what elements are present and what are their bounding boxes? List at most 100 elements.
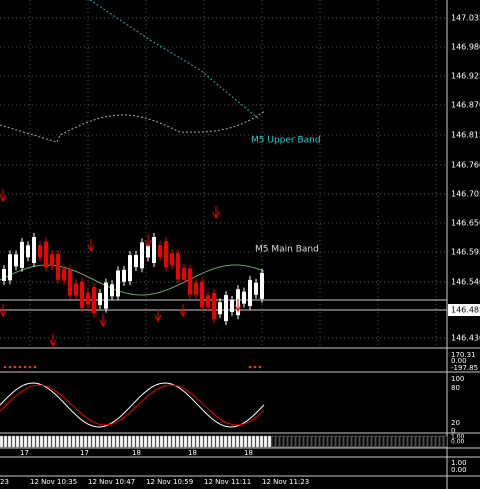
candle (248, 279, 252, 306)
price-label: 146.760 (451, 161, 480, 170)
dot (188, 365, 192, 369)
dot (163, 365, 167, 369)
candle (8, 254, 12, 281)
bar-cell (187, 435, 192, 448)
time-label: 12 Nov 10:59 (146, 478, 193, 486)
bar-cell (319, 435, 324, 448)
dot (208, 365, 212, 369)
dot (168, 365, 172, 369)
bar-cell (143, 435, 148, 448)
candle (92, 286, 96, 313)
dot (13, 365, 17, 369)
dot (68, 365, 72, 369)
bar-cell (243, 435, 248, 448)
bar-cell (95, 435, 100, 448)
bar-cell (399, 435, 404, 448)
candle (104, 282, 108, 309)
candle (62, 268, 66, 281)
bar-cell (375, 435, 380, 448)
dot (123, 365, 127, 369)
price-label: 146.980 (451, 43, 480, 52)
bar-cell (3, 435, 8, 448)
dot (213, 365, 217, 369)
bar-cell (271, 435, 276, 448)
dot (73, 365, 77, 369)
bars-label: 0.00 (451, 439, 465, 446)
bar-cell (371, 435, 376, 448)
candle (14, 254, 18, 267)
bar-cell (339, 435, 344, 448)
candle (152, 237, 156, 264)
bar-cell (103, 435, 108, 448)
bar-cell (115, 435, 120, 448)
bar-cell (299, 435, 304, 448)
bar-cell (331, 435, 336, 448)
candle (218, 302, 222, 315)
bar-cell (355, 435, 360, 448)
candle (50, 254, 54, 267)
dot (118, 365, 122, 369)
bar-cell (443, 435, 448, 448)
bar-cell (431, 435, 436, 448)
current-price-box (448, 304, 480, 316)
bar-cell (235, 435, 240, 448)
bar-cell (91, 435, 96, 448)
candle (212, 292, 216, 319)
dot (238, 365, 242, 369)
candle (200, 281, 204, 308)
candle (188, 268, 192, 295)
time-label: 23 (0, 478, 9, 486)
bar-cell (327, 435, 332, 448)
candle (44, 241, 48, 268)
bar-cell (279, 435, 284, 448)
candle (230, 299, 234, 312)
dot (83, 365, 87, 369)
bar-cell (99, 435, 104, 448)
candle (26, 245, 30, 258)
price-label: 147.035 (451, 14, 480, 23)
bar-cell (435, 435, 440, 448)
candle (38, 245, 42, 258)
candle (134, 255, 138, 268)
price-label: 146.650 (451, 219, 480, 228)
arrow (144, 234, 152, 248)
bar-cell (119, 435, 124, 448)
bar-cell (163, 435, 168, 448)
dot (93, 365, 97, 369)
bar-cell (223, 435, 228, 448)
bar-cell (147, 435, 152, 448)
bar-cell (439, 435, 444, 448)
dot (233, 365, 237, 369)
bar-cell (323, 435, 328, 448)
price-label: 146.595 (451, 248, 480, 257)
dot (33, 365, 37, 369)
dot (43, 365, 47, 369)
bar-cell (307, 435, 312, 448)
bar-cell (83, 435, 88, 448)
dot (223, 365, 227, 369)
candle (242, 291, 246, 304)
price-label: 146.870 (451, 101, 480, 110)
bar-cell (247, 435, 252, 448)
bar-cell (35, 435, 40, 448)
candle (110, 284, 114, 297)
bar-cell (255, 435, 260, 448)
dot (78, 365, 82, 369)
bar-cell (211, 435, 216, 448)
bar-cell (207, 435, 212, 448)
bar-cell (179, 435, 184, 448)
candle (86, 292, 90, 305)
candle (122, 269, 126, 282)
bar-cell (75, 435, 80, 448)
dot (248, 365, 252, 369)
bar-cell (111, 435, 116, 448)
band-line (0, 111, 265, 143)
time-label: 12 Nov 10:35 (30, 478, 77, 486)
bar-cell (423, 435, 428, 448)
bar-cell (67, 435, 72, 448)
bar-cell (291, 435, 296, 448)
stoch-signal (0, 384, 265, 426)
dot (158, 365, 162, 369)
candle (146, 245, 150, 258)
